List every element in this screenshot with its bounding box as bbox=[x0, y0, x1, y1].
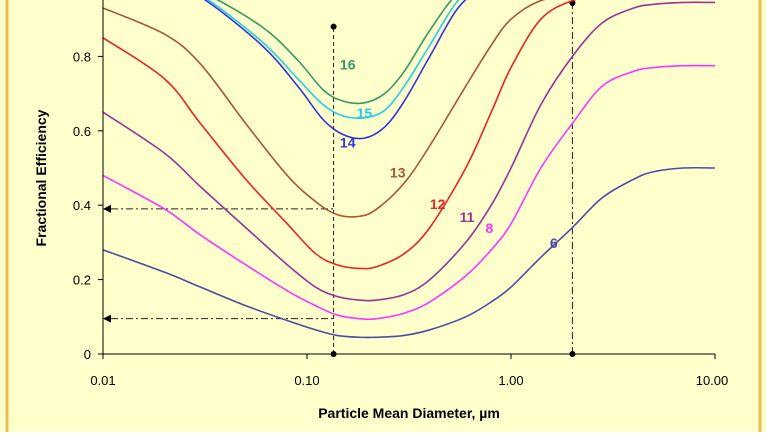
y-tick-label: 0.4 bbox=[73, 198, 91, 213]
x-axis-label: Particle Mean Diameter, µm bbox=[318, 405, 500, 421]
series-line-6 bbox=[103, 166, 715, 339]
tick-labels: 0 0.2 0.4 0.6 0.8 0.01 0.10 1.00 10.00 bbox=[73, 49, 728, 388]
series-line-16 bbox=[216, 0, 453, 105]
series-line-14 bbox=[203, 0, 467, 140]
y-tick-label: 0 bbox=[84, 347, 91, 362]
curve-label-12: 12 bbox=[430, 196, 446, 212]
y-axis-label: Fractional Efficiency bbox=[33, 109, 49, 246]
reference-point bbox=[330, 23, 337, 30]
curve-label-8: 8 bbox=[486, 220, 494, 236]
series-line-15 bbox=[206, 0, 460, 119]
reference-arrow bbox=[103, 204, 111, 213]
x-tick-label: 0.10 bbox=[294, 373, 319, 388]
y-tick-label: 0.2 bbox=[73, 273, 91, 288]
axes bbox=[98, 0, 716, 359]
series-line-11 bbox=[103, 1, 715, 302]
reference-arrow bbox=[103, 314, 111, 323]
curve-label-15: 15 bbox=[357, 105, 373, 121]
x-tick-label: 1.00 bbox=[498, 373, 523, 388]
x-tick-label: 0.01 bbox=[90, 373, 115, 388]
curve-label-13: 13 bbox=[390, 164, 406, 180]
series-line-12 bbox=[103, 0, 577, 270]
curve-label-11: 11 bbox=[460, 209, 475, 225]
curve-label-14: 14 bbox=[340, 135, 356, 151]
y-tick-label: 0.6 bbox=[73, 124, 91, 139]
curve-label-16: 16 bbox=[340, 56, 356, 72]
y-tick-label: 0.8 bbox=[73, 49, 91, 64]
series-line-13 bbox=[103, 0, 546, 218]
series-lines bbox=[103, 0, 715, 339]
series-line-8 bbox=[103, 64, 715, 321]
curve-label-6: 6 bbox=[550, 235, 558, 251]
x-tick-label: 10.00 bbox=[696, 373, 729, 388]
